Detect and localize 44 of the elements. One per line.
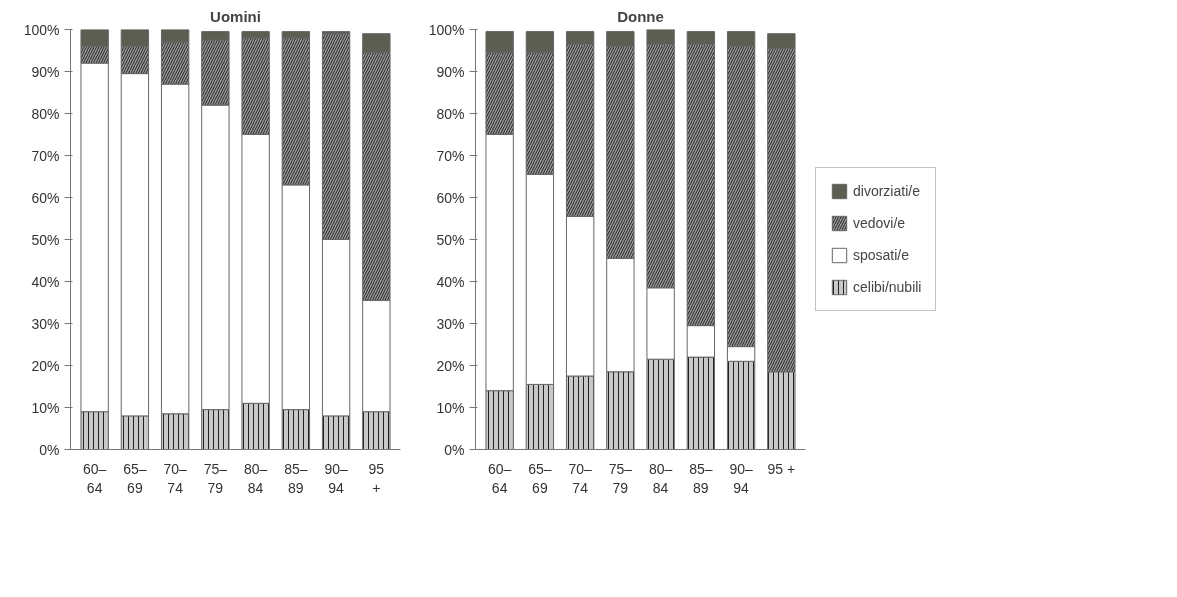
- y-tick-label: 80%: [31, 105, 60, 122]
- y-tick-label: 20%: [436, 357, 465, 374]
- y-tick-label: 70%: [31, 147, 60, 164]
- x-tick-label: 65– 69: [528, 460, 552, 496]
- x-tick-label: 95 +: [767, 460, 796, 477]
- y-tick-label: 60%: [436, 189, 465, 206]
- x-tick-label: 75– 79: [203, 460, 228, 496]
- x-tick-label: 90– 94: [729, 460, 753, 496]
- y-tick-label: 50%: [31, 231, 60, 248]
- y-tick-label: 90%: [436, 63, 465, 80]
- y-tick-label: 0%: [39, 441, 60, 458]
- y-tick-label: 10%: [31, 399, 60, 416]
- x-tick-label: 85– 89: [284, 460, 308, 496]
- legend-label: divorziati/e: [853, 183, 920, 199]
- x-tick-label: 60– 64: [487, 460, 512, 496]
- x-tick-label: 80– 84: [243, 460, 268, 496]
- y-tick-label: 40%: [436, 273, 465, 290]
- y-tick-label: 0%: [444, 441, 465, 458]
- x-tick-label: 60– 64: [82, 460, 107, 496]
- y-tick-label: 60%: [31, 189, 60, 206]
- y-tick-label: 80%: [436, 105, 465, 122]
- y-tick-label: 30%: [436, 315, 465, 332]
- x-tick-label: 75– 79: [608, 460, 633, 496]
- y-tick-label: 70%: [436, 147, 465, 164]
- x-tick-label: 90– 94: [324, 460, 348, 496]
- chart-title: Donne: [617, 7, 664, 25]
- x-tick-label: 70– 74: [568, 460, 593, 496]
- y-tick-label: 40%: [31, 273, 60, 290]
- x-tick-label: 95 +: [368, 460, 385, 496]
- x-tick-label: 65– 69: [123, 460, 147, 496]
- y-tick-label: 100%: [23, 21, 60, 38]
- y-tick-label: 100%: [428, 21, 465, 38]
- x-tick-label: 80– 84: [648, 460, 673, 496]
- y-tick-label: 30%: [31, 315, 60, 332]
- legend-label: sposati/e: [853, 247, 910, 263]
- legend-label: vedovi/e: [853, 215, 906, 231]
- y-tick-label: 10%: [436, 399, 465, 416]
- x-tick-label: 70– 74: [163, 460, 188, 496]
- y-tick-label: 50%: [436, 231, 465, 248]
- legend-label: celibi/nubili: [853, 279, 922, 295]
- chart-title: Uomini: [210, 7, 261, 25]
- y-tick-label: 90%: [31, 63, 60, 80]
- y-tick-label: 20%: [31, 357, 60, 374]
- x-tick-label: 85– 89: [689, 460, 713, 496]
